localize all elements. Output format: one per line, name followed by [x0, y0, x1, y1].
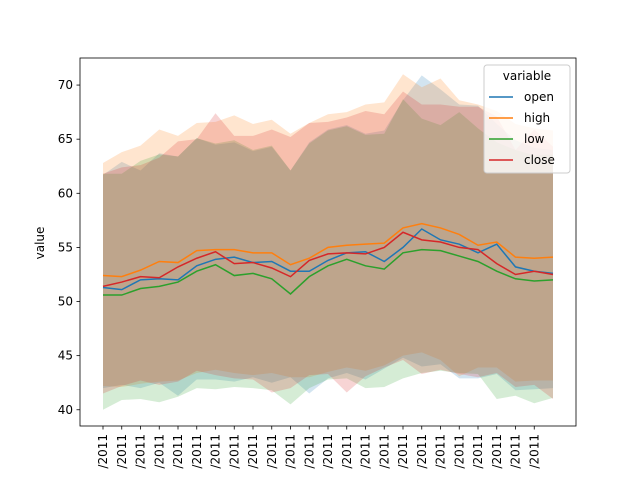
x-tick-label: /2011	[359, 434, 373, 469]
x-tick-label: /2011	[171, 434, 185, 469]
band-close	[103, 91, 553, 399]
axes: 40 45 50 55 60 65 70/2011/2011/2011/2011/2011 /…	[58, 57, 577, 469]
line-low	[103, 248, 554, 296]
legend-label-low: low	[524, 132, 545, 146]
legend: variable open high low close	[483, 64, 571, 174]
x-tick-label: /2011	[452, 434, 466, 469]
x-tick-label: /2011	[415, 434, 429, 469]
x-tick-label: /2011	[302, 434, 316, 469]
band-high	[103, 74, 553, 388]
band-open	[103, 75, 553, 396]
x-tick-label: /2011	[509, 434, 523, 469]
legend-title: variable	[503, 69, 551, 83]
x-tick-label: /2011	[434, 434, 448, 469]
x-tick-label: /2011	[134, 434, 148, 469]
y-tick-label: 70	[58, 78, 73, 92]
y-tick-label: 55	[58, 240, 73, 254]
legend-label-open: open	[524, 90, 554, 104]
x-tick-label: /2011	[246, 434, 260, 469]
x-tick-label: /2011	[265, 434, 279, 469]
x-tick-label: /2011	[490, 434, 504, 469]
x-tick-label: /2011	[396, 434, 410, 469]
x-tick-label: /2011	[340, 434, 354, 469]
x-tick-label: /2011	[527, 434, 541, 469]
line-high	[102, 222, 554, 278]
x-tick-label: /2011	[284, 434, 298, 469]
x-tick-label: /2011	[190, 434, 204, 469]
y-axis-label: value	[33, 227, 47, 260]
line-open	[102, 228, 554, 291]
legend-label-high: high	[524, 111, 550, 125]
y-tick-label: 45	[58, 349, 73, 363]
y-tick-label: 60	[58, 186, 73, 200]
legend-label-close: close	[524, 153, 555, 167]
x-tick-label: /2011	[377, 434, 391, 469]
y-tick-label: 50	[58, 295, 73, 309]
x-tick-label: /2011	[227, 434, 241, 469]
x-tick-label: /2011	[471, 434, 485, 469]
y-tick-label: 65	[58, 132, 73, 146]
series-lines	[102, 222, 554, 296]
x-tick-label: /2011	[96, 434, 110, 469]
confidence-bands	[103, 74, 553, 410]
line-close	[102, 231, 554, 288]
legend-box	[483, 64, 571, 174]
x-tick-label: /2011	[115, 434, 129, 469]
x-tick-label: /2011	[321, 434, 335, 469]
y-tick-label: 40	[58, 403, 73, 417]
x-tick-label: /2011	[209, 434, 223, 469]
x-tick-label: /2011	[152, 434, 166, 469]
